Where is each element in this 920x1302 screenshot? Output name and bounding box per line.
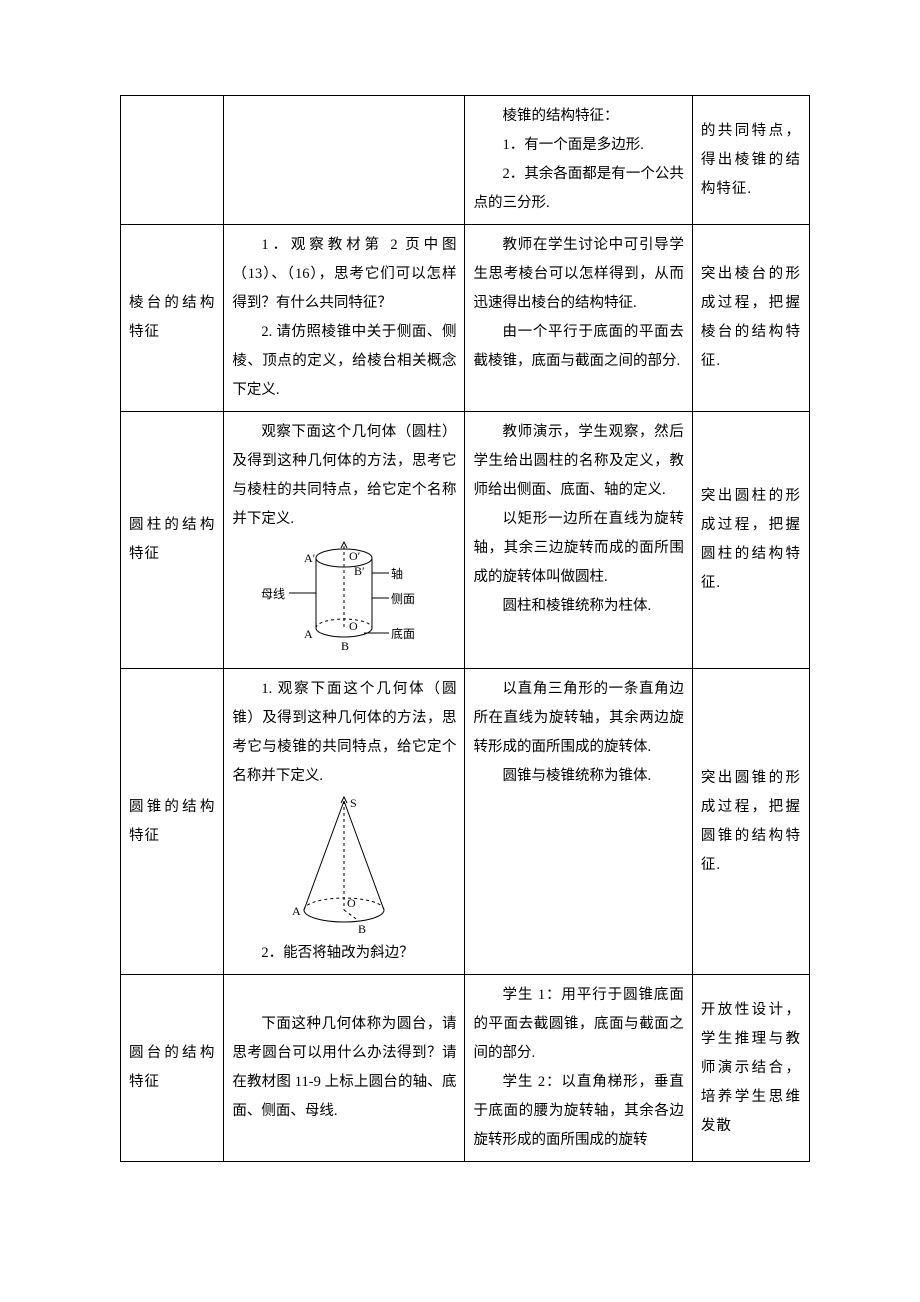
row4-col3: 学生 1：用平行于圆锥底面的平面去截圆锥，底面与截面之间的部分. 学生 2：以直… xyxy=(465,975,692,1162)
table-row: 圆台的结构特征 下面这种几何体称为圆台，请思考圆台可以用什么办法得到？请在教材图… xyxy=(121,975,810,1162)
text: 教师演示，学生观察，然后学生给出圆柱的名称及定义，教师给出侧面、底面、轴的定义. xyxy=(473,418,683,505)
label-A1: A′ xyxy=(304,551,316,565)
label-S: S xyxy=(350,796,357,810)
label-base: 底面 xyxy=(391,626,415,641)
text: 教师在学生讨论中可引导学生思考棱台可以怎样得到，从而迅速得出棱台的结构特征. xyxy=(473,231,683,318)
label-B: B xyxy=(358,922,366,935)
row2-col2: 观察下面这个几何体（圆柱）及得到这种几何体的方法，思考它与棱柱的共同特点，给它定… xyxy=(224,412,465,669)
table-row: 棱锥的结构特征： 1．有一个面是多边形. 2．其余各面都是有一个公共点的三分形.… xyxy=(121,96,810,225)
label-A: A xyxy=(304,627,313,641)
text: 以直角三角形的一条直角边所在直线为旋转轴，其余两边旋转形成的面所围成的旋转体. xyxy=(473,675,683,762)
table-row: 圆柱的结构特征 观察下面这个几何体（圆柱）及得到这种几何体的方法，思考它与棱柱的… xyxy=(121,412,810,669)
text: 2．能否将轴改为斜边？ xyxy=(232,939,456,968)
label-gen: 母线 xyxy=(261,587,285,601)
text: 的共同特点，得出棱锥的结构特征. xyxy=(701,123,801,197)
label-O1: O′ xyxy=(349,549,361,563)
label-A: A xyxy=(292,904,301,918)
table-row: 棱台的结构特征 1．观察教材第 2 页中图（13）、（16），思考它们可以怎样得… xyxy=(121,225,810,412)
label-O: O xyxy=(347,896,356,910)
text: 突出圆柱的形成过程，把握圆柱的结构特征. xyxy=(701,488,801,591)
row3-col2: 1. 观察下面这个几何体（圆锥）及得到这种几何体的方法，思考它与棱锥的共同特点，… xyxy=(224,669,465,975)
row4-col4: 开放性设计，学生推理与教师演示结合，培养学生思维发散 xyxy=(692,975,809,1162)
text: 以矩形一边所在直线为旋转轴，其余三边旋转而成的面所围成的旋转体叫做圆柱. xyxy=(473,505,683,592)
row0-label xyxy=(121,96,224,225)
text: 下面这种几何体称为圆台，请思考圆台可以用什么办法得到？请在教材图 11-9 上标… xyxy=(232,1010,456,1126)
text: 开放性设计，学生推理与教师演示结合，培养学生思维发散 xyxy=(701,1002,801,1134)
topic-label: 棱台的结构特征 xyxy=(129,295,215,340)
text: 圆柱和棱锥统称为柱体. xyxy=(473,592,683,621)
label-axis: 轴 xyxy=(391,566,403,581)
cone-diagram: S O A B xyxy=(284,795,404,935)
text: 学生 2：以直角梯形，垂直于底面的腰为旋转轴，其余各边旋转形成的面所围成的旋转 xyxy=(473,1068,683,1155)
row0-col3: 棱锥的结构特征： 1．有一个面是多边形. 2．其余各面都是有一个公共点的三分形. xyxy=(465,96,692,225)
lesson-table: 棱锥的结构特征： 1．有一个面是多边形. 2．其余各面都是有一个公共点的三分形.… xyxy=(120,95,810,1162)
text: 1. 观察下面这个几何体（圆锥）及得到这种几何体的方法，思考它与棱锥的共同特点，… xyxy=(232,675,456,791)
row4-col2: 下面这种几何体称为圆台，请思考圆台可以用什么办法得到？请在教材图 11-9 上标… xyxy=(224,975,465,1162)
page: 棱锥的结构特征： 1．有一个面是多边形. 2．其余各面都是有一个公共点的三分形.… xyxy=(0,0,920,1242)
row0-col4: 的共同特点，得出棱锥的结构特征. xyxy=(692,96,809,225)
row2-col3: 教师演示，学生观察，然后学生给出圆柱的名称及定义，教师给出侧面、底面、轴的定义.… xyxy=(465,412,692,669)
text: 突出棱台的形成过程，把握棱台的结构特征. xyxy=(701,266,801,369)
row2-label: 圆柱的结构特征 xyxy=(121,412,224,669)
text: 观察下面这个几何体（圆柱）及得到这种几何体的方法，思考它与棱柱的共同特点，给它定… xyxy=(232,418,456,534)
text: 学生 1：用平行于圆锥底面的平面去截圆锥，底面与截面之间的部分. xyxy=(473,981,683,1068)
cylinder-diagram: O′ O A′ B′ A B 轴 侧面 底面 母线 xyxy=(259,538,429,658)
label-O2: O xyxy=(349,619,358,633)
label-side: 侧面 xyxy=(391,592,415,606)
row2-col4: 突出圆柱的形成过程，把握圆柱的结构特征. xyxy=(692,412,809,669)
text: 圆锥与棱锥统称为锥体. xyxy=(473,762,683,791)
text: 1．观察教材第 2 页中图（13）、（16），思考它们可以怎样得到？有什么共同特… xyxy=(232,231,456,318)
row3-label: 圆锥的结构特征 xyxy=(121,669,224,975)
row1-col2: 1．观察教材第 2 页中图（13）、（16），思考它们可以怎样得到？有什么共同特… xyxy=(224,225,465,412)
row3-col3: 以直角三角形的一条直角边所在直线为旋转轴，其余两边旋转形成的面所围成的旋转体. … xyxy=(465,669,692,975)
text: 2. 请仿照棱锥中关于侧面、侧棱、顶点的定义，给棱台相关概念下定义. xyxy=(232,318,456,405)
text: 2．其余各面都是有一个公共点的三分形. xyxy=(473,160,683,218)
text: 1．有一个面是多边形. xyxy=(473,131,683,160)
text: 突出圆锥的形成过程，把握圆锥的结构特征. xyxy=(701,770,801,873)
row4-label: 圆台的结构特征 xyxy=(121,975,224,1162)
row3-col4: 突出圆锥的形成过程，把握圆锥的结构特征. xyxy=(692,669,809,975)
text: 棱锥的结构特征： xyxy=(473,102,683,131)
row1-col4: 突出棱台的形成过程，把握棱台的结构特征. xyxy=(692,225,809,412)
row1-col3: 教师在学生讨论中可引导学生思考棱台可以怎样得到，从而迅速得出棱台的结构特征. 由… xyxy=(465,225,692,412)
table-row: 圆锥的结构特征 1. 观察下面这个几何体（圆锥）及得到这种几何体的方法，思考它与… xyxy=(121,669,810,975)
topic-label: 圆柱的结构特征 xyxy=(129,517,215,562)
label-B1: B′ xyxy=(354,564,365,578)
topic-label: 圆台的结构特征 xyxy=(129,1045,215,1090)
text: 由一个平行于底面的平面去截棱锥，底面与截面之间的部分. xyxy=(473,318,683,376)
topic-label: 圆锥的结构特征 xyxy=(129,799,215,844)
label-B: B xyxy=(341,639,349,653)
row0-col2 xyxy=(224,96,465,225)
row1-label: 棱台的结构特征 xyxy=(121,225,224,412)
